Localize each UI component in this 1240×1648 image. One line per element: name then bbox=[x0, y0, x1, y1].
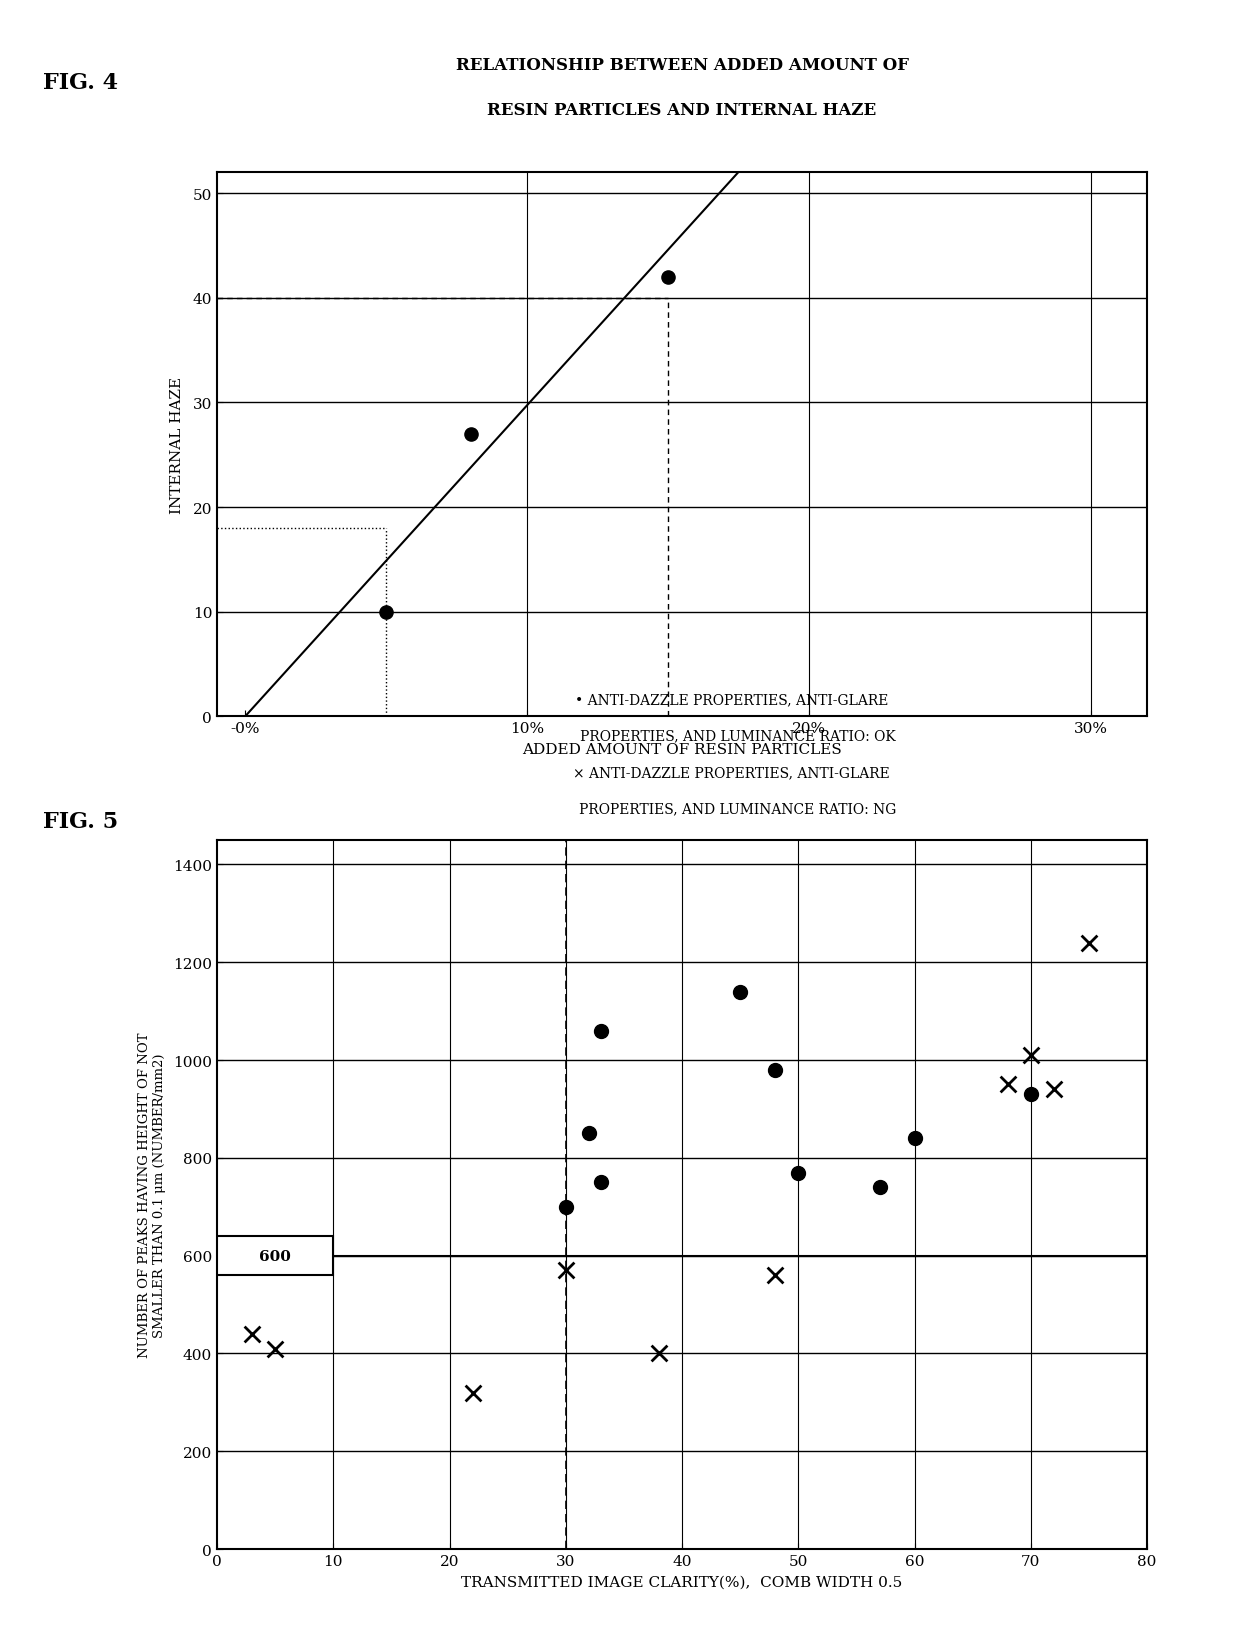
X-axis label: ADDED AMOUNT OF RESIN PARTICLES: ADDED AMOUNT OF RESIN PARTICLES bbox=[522, 743, 842, 756]
Point bbox=[789, 1160, 808, 1187]
Point bbox=[265, 1335, 285, 1361]
Point bbox=[556, 1193, 575, 1220]
Point bbox=[869, 1175, 889, 1201]
Point bbox=[556, 1257, 575, 1284]
Point bbox=[1044, 1076, 1064, 1103]
Point bbox=[658, 264, 678, 290]
Point bbox=[242, 1322, 262, 1348]
Point bbox=[1021, 1081, 1040, 1107]
Point bbox=[1021, 1042, 1040, 1068]
X-axis label: TRANSMITTED IMAGE CLARITY(%),  COMB WIDTH 0.5: TRANSMITTED IMAGE CLARITY(%), COMB WIDTH… bbox=[461, 1575, 903, 1589]
Point bbox=[590, 1170, 610, 1196]
Bar bbox=[217, 1236, 334, 1276]
Point bbox=[590, 1018, 610, 1045]
Text: FIG. 4: FIG. 4 bbox=[43, 73, 118, 94]
Y-axis label: INTERNAL HAZE: INTERNAL HAZE bbox=[170, 376, 185, 514]
Text: RESIN PARTICLES AND INTERNAL HAZE: RESIN PARTICLES AND INTERNAL HAZE bbox=[487, 102, 877, 119]
Point bbox=[461, 422, 481, 448]
Point bbox=[905, 1126, 925, 1152]
Point bbox=[579, 1121, 599, 1147]
Text: PROPERTIES, AND LUMINANCE RATIO: OK: PROPERTIES, AND LUMINANCE RATIO: OK bbox=[567, 730, 897, 743]
Point bbox=[463, 1379, 482, 1406]
Point bbox=[1079, 929, 1099, 956]
Point bbox=[376, 600, 396, 626]
Text: PROPERTIES, AND LUMINANCE RATIO: NG: PROPERTIES, AND LUMINANCE RATIO: NG bbox=[567, 803, 897, 816]
Point bbox=[765, 1262, 785, 1289]
Text: • ANTI-DAZZLE PROPERTIES, ANTI-GLARE: • ANTI-DAZZLE PROPERTIES, ANTI-GLARE bbox=[575, 694, 888, 707]
Point bbox=[765, 1056, 785, 1083]
Text: 600: 600 bbox=[259, 1249, 291, 1262]
Point bbox=[649, 1340, 668, 1366]
Y-axis label: NUMBER OF PEAKS HAVING HEIGHT OF NOT
SMALLER THAN 0.1 μm (NUMBER/mm2): NUMBER OF PEAKS HAVING HEIGHT OF NOT SMA… bbox=[138, 1032, 166, 1358]
Text: RELATIONSHIP BETWEEN ADDED AMOUNT OF: RELATIONSHIP BETWEEN ADDED AMOUNT OF bbox=[455, 58, 909, 74]
Text: FIG. 5: FIG. 5 bbox=[43, 811, 119, 832]
Text: × ANTI-DAZZLE PROPERTIES, ANTI-GLARE: × ANTI-DAZZLE PROPERTIES, ANTI-GLARE bbox=[573, 766, 890, 780]
Point bbox=[730, 979, 750, 1005]
Point bbox=[997, 1071, 1017, 1098]
